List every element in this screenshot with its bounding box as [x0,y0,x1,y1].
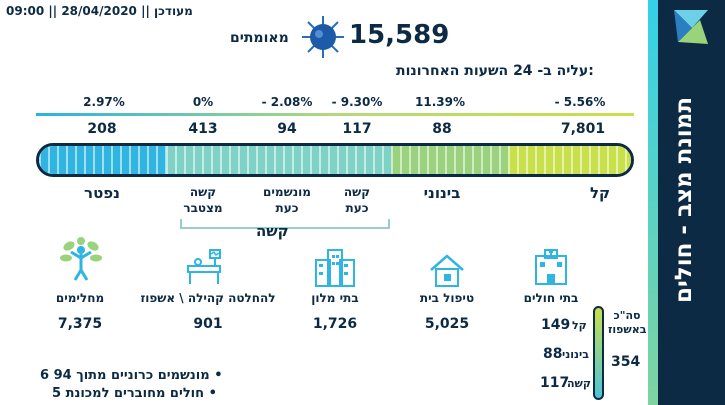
tile-label-recovered: מחלימים [55,291,105,305]
confirmed-count: 15,589 [349,20,450,50]
bullet-connected-machine: 5 חולים מחוברים למכונת • [52,386,217,401]
bar-segment-hard [166,146,391,174]
label-ventilated-now: מונשמים כעת [263,185,311,215]
value-ventilated-now: 94 [277,121,297,137]
divider-line [36,113,634,116]
tile-value-recovered: 7,375 [57,316,103,332]
updated-timestamp: מעודכן || 28/04/2020 || 09:00 [6,4,193,18]
label-mild: קל [589,184,611,202]
hotel-icon [315,249,355,287]
status-bar [36,143,634,177]
tile-label-community-decision: להחלטה קהילה \ אשפוז [140,291,276,305]
side-panel [648,0,725,405]
value-moderate: 88 [432,121,452,137]
rise-24h-label: עליה ב- 24 השעות האחרונות: [396,63,594,79]
side-accent-strip [648,0,658,405]
tile-value-community-decision: 901 [193,316,223,332]
tile-label-hotels: בתי מלון [311,291,359,305]
bar-segment-deceased [39,146,166,174]
value-serious-now: 117 [342,121,372,137]
value-serious-cumulative: 413 [188,121,218,137]
tile-value-home-care: 5,025 [424,316,470,332]
hospital-level-bar [593,306,604,400]
hospital-bed-icon [187,249,221,284]
bullet-ventilated-chronic: 6 מונשמים כרוניים מתוך 94 • [40,368,223,383]
tile-value-hotels: 1,726 [312,316,358,332]
hospital-mild-value: 149 [541,317,571,333]
label-serious-now: קשה כעת [343,185,371,215]
pct-moderate: 11.39% [415,95,465,109]
hospital-serious-label: קשה [567,377,591,390]
pct-mild: - 5.56% [554,95,606,109]
tile-label-hospitals: בתי חולים [523,291,579,305]
hospital-serious-value: 117 [540,375,570,391]
value-mild: 7,801 [560,121,606,137]
bar-segment-mild [508,146,631,174]
hospital-moderate-label: בינוני [562,348,589,361]
home-care-icon [430,254,464,287]
pct-deceased: 2.97% [83,95,125,109]
label-serious-cumulative: קשה מצטבר [183,185,223,215]
hard-group-label: קשה [256,222,289,240]
side-title: תמונת מצב - חולים [671,96,697,304]
logo-icon [674,10,708,44]
hospital-total-label: סה"כ באשפוז [608,309,647,336]
hospital-moderate-value: 88 [543,346,563,362]
recovered-icon [60,237,102,281]
pct-serious-now: - 9.30% [331,95,383,109]
tile-label-home-care: טיפול בית [419,291,475,305]
bar-segment-moderate [391,146,508,174]
label-moderate: בינוני [423,184,461,202]
hospital-icon [535,249,567,285]
pct-serious-cumulative: 0% [192,95,214,109]
label-deceased: נפטר [84,184,120,202]
pct-ventilated-now: - 2.08% [261,95,313,109]
confirmed-label: מאומתים [230,30,289,46]
hospital-total-value: 354 [611,354,641,370]
hospital-mild-label: קל [572,319,587,332]
hard-group-bracket [180,219,390,229]
value-deceased: 208 [87,121,117,137]
virus-icon [302,16,344,58]
